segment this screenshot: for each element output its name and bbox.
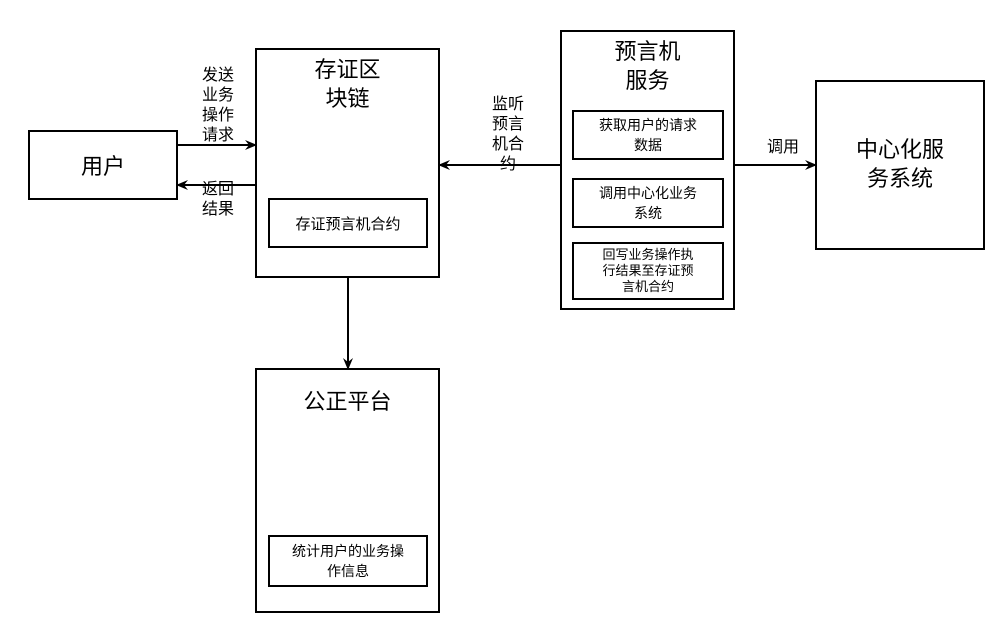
user-box: 用户 xyxy=(28,130,178,200)
blockchain-inner-label: 存证预言机合约 xyxy=(295,213,400,234)
blockchain-inner-contract: 存证预言机合约 xyxy=(268,198,428,248)
fair-inner-label: 统计用户的业务操 作信息 xyxy=(292,541,404,581)
oracle-inner-2: 调用中心化业务 系统 xyxy=(572,178,724,228)
label-send-request: 发送 业务 操作 请求 xyxy=(188,66,248,146)
oracle-inner-3: 回写业务操作执 行结果至存证预 言机合约 xyxy=(572,242,724,300)
user-label: 用户 xyxy=(81,149,125,181)
fair-inner: 统计用户的业务操 作信息 xyxy=(268,535,428,587)
oracle-title: 预言机 服务 xyxy=(562,38,733,95)
oracle-inner-1: 获取用户的请求 数据 xyxy=(572,110,724,160)
diagram-stage: 用户 存证区 块链 存证预言机合约 预言机 服务 获取用户的请求 数据 调用中心… xyxy=(0,0,1000,633)
fair-title: 公正平台 xyxy=(257,384,438,416)
oracle-inner-2-label: 调用中心化业务 系统 xyxy=(599,183,697,223)
central-box: 中心化服 务系统 xyxy=(815,80,985,250)
label-return-result: 返回 结果 xyxy=(188,180,248,220)
oracle-inner-1-label: 获取用户的请求 数据 xyxy=(599,115,697,155)
label-invoke: 调用 xyxy=(758,138,808,158)
central-label: 中心化服 务系统 xyxy=(856,136,944,193)
oracle-inner-3-label: 回写业务操作执 行结果至存证预 言机合约 xyxy=(602,247,693,296)
blockchain-title: 存证区 块链 xyxy=(257,56,438,113)
label-listen-oracle: 监听 预言 机合 约 xyxy=(478,95,538,175)
